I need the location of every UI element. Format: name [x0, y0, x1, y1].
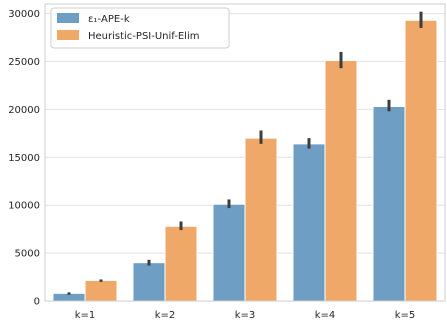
legend-label-series-2: Heuristic-PSI-Unif-Elim — [88, 31, 199, 42]
y-tick-label: 20000 — [8, 105, 40, 116]
x-tick-label: k=4 — [315, 310, 336, 321]
bar-series-2-k=1 — [84, 279, 118, 302]
legend-swatch-series-1 — [57, 13, 79, 23]
bar-series-2-k=3 — [244, 137, 278, 302]
x-tick-label: k=1 — [75, 310, 96, 321]
y-tick-label: 0 — [34, 297, 40, 308]
plot-border — [44, 3, 446, 302]
legend: ε₁-APE-k Heuristic-PSI-Unif-Elim — [50, 7, 230, 49]
bar-series-2-k=2 — [164, 225, 198, 302]
x-tick-label: k=2 — [155, 310, 176, 321]
x-tick-label: k=5 — [395, 310, 416, 321]
y-tick-label: 30000 — [8, 9, 40, 20]
y-axis-ticks: 0 5000 10000 15000 20000 25000 30000 — [8, 9, 40, 307]
bar-series-1-k=3 — [212, 203, 246, 302]
bar-series-1-k=5 — [372, 106, 406, 302]
bar-series-2-k=4 — [324, 60, 358, 302]
legend-label-series-1: ε₁-APE-k — [88, 14, 130, 25]
legend-swatch-series-2 — [57, 30, 79, 40]
bar-series-1-k=4 — [292, 143, 326, 302]
y-tick-label: 15000 — [8, 153, 40, 164]
x-axis-ticks: k=1 k=2 k=3 k=4 k=5 — [75, 310, 416, 321]
bar-series-1-k=2 — [132, 262, 166, 302]
bar-series-2-k=5 — [404, 19, 438, 302]
y-tick-label: 10000 — [8, 201, 40, 212]
y-tick-label: 5000 — [15, 249, 40, 260]
x-tick-label: k=3 — [235, 310, 256, 321]
bars — [52, 19, 438, 302]
plot-frame — [44, 3, 446, 302]
y-tick-label: 25000 — [8, 57, 40, 68]
error-bars — [67, 11, 423, 295]
legend-box — [50, 7, 230, 49]
